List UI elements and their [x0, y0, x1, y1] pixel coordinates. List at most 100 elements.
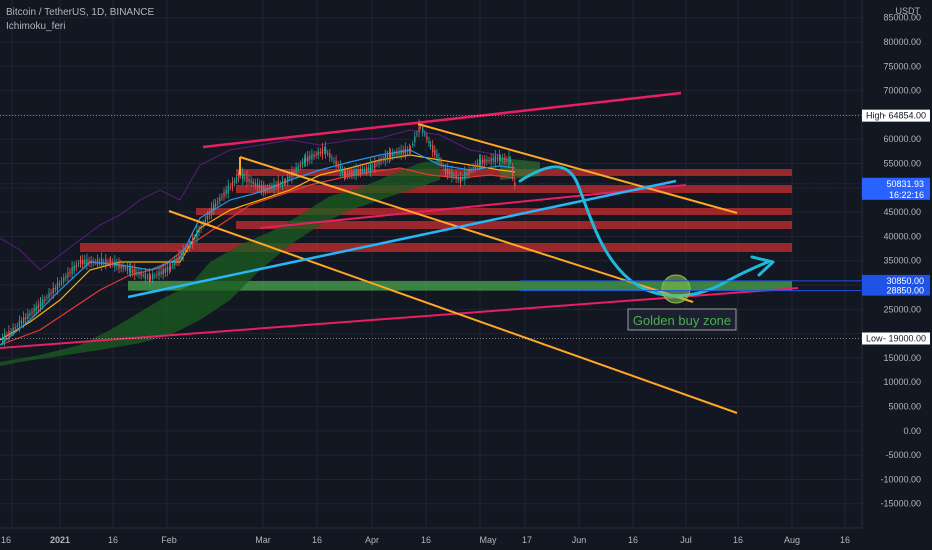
- candle-body: [430, 144, 432, 147]
- price-label-value: 50831.93: [886, 179, 924, 189]
- candle-body: [223, 192, 225, 197]
- candle-body: [275, 184, 277, 187]
- candle-body: [110, 260, 112, 264]
- candle-body: [382, 159, 384, 161]
- candle-body: [96, 259, 99, 265]
- y-tick-label: 25000.00: [883, 304, 921, 314]
- candle-body: [75, 264, 77, 268]
- x-tick-label: 16: [1, 535, 11, 545]
- price-label-name: Low: [866, 334, 883, 344]
- x-tick-label: Jun: [572, 535, 587, 545]
- ichimoku-red-line: [0, 167, 516, 346]
- time-axis: 16 2021 16 Feb Mar 16 Apr 16 May 17 Jun 16 Jul 16 Aug 1…: [0, 527, 862, 550]
- candle-body: [325, 147, 327, 154]
- candle-body: [82, 259, 84, 265]
- annotation-box: [627, 308, 737, 331]
- candle-body: [126, 267, 129, 271]
- candle-body: [496, 157, 499, 160]
- price-label-2: 30850.00: [862, 274, 930, 286]
- candle-body: [478, 159, 481, 166]
- candle-body: [213, 204, 215, 211]
- candle-body: [116, 263, 118, 267]
- candle-body: [442, 165, 444, 167]
- candle-body: [10, 331, 12, 333]
- candle-body: [355, 168, 357, 176]
- candle-body: [412, 144, 414, 146]
- candle-body: [263, 186, 265, 192]
- candle-body: [400, 149, 402, 155]
- y-tick-label: 45000.00: [883, 207, 921, 217]
- candle-body: [176, 259, 178, 262]
- candle-body: [508, 156, 510, 163]
- candle-body: [414, 136, 416, 142]
- candle-body: [37, 304, 39, 309]
- candle-body: [460, 177, 462, 183]
- candle-body: [451, 171, 453, 178]
- candle-body: [204, 219, 206, 223]
- price-label-box: [862, 284, 930, 296]
- candle-body: [231, 182, 234, 187]
- candle-body: [122, 265, 124, 269]
- candle-body: [436, 153, 438, 158]
- candle-body: [301, 161, 304, 165]
- y-tick-label: -15000.00: [880, 499, 921, 509]
- candle-body: [194, 237, 196, 239]
- candle-body: [404, 148, 406, 155]
- candle-body: [69, 272, 71, 274]
- candle-body: [90, 260, 92, 264]
- candle-body: [406, 149, 409, 152]
- candle-body: [124, 267, 126, 269]
- y-tick-label: -5000.00: [885, 450, 921, 460]
- candle-body: [422, 127, 424, 132]
- candle-body: [462, 177, 464, 179]
- candle-body: [512, 168, 514, 176]
- descending-channel-mid: [239, 156, 694, 303]
- candle-body: [470, 170, 472, 172]
- candle-body: [368, 167, 370, 170]
- candle-body: [455, 175, 457, 179]
- candle-body: [486, 159, 488, 162]
- candle-body: [317, 151, 319, 156]
- candle-body: [349, 172, 351, 175]
- candle-body: [319, 151, 321, 154]
- candle-body: [92, 260, 94, 264]
- candle-body: [42, 299, 44, 305]
- price-label-box: [862, 274, 930, 286]
- candle-body: [453, 175, 455, 177]
- symbol-title[interactable]: Bitcoin / TetherUS, 1D, BINANCE: [6, 7, 155, 18]
- y-tick-label: 0.00: [903, 426, 921, 436]
- candle-body: [152, 274, 154, 280]
- candle-body: [424, 133, 426, 135]
- y-tick-label: 70000.00: [883, 86, 921, 96]
- y-tick-label: 55000.00: [883, 159, 921, 169]
- candle-body: [492, 157, 494, 161]
- candle-body: [434, 149, 436, 155]
- candle-body: [14, 327, 16, 329]
- candle-body: [440, 161, 442, 165]
- price-label-3: 28850.00: [862, 284, 930, 296]
- candle-body: [248, 178, 250, 182]
- candle-body: [35, 306, 37, 311]
- descending-resistance-line: [417, 123, 738, 214]
- candle-body: [63, 277, 65, 282]
- price-axis: USDT90000.0085000.0080000.0075000.007000…: [861, 0, 932, 550]
- candle-body: [2, 337, 4, 342]
- y-tick-label: -10000.00: [880, 474, 921, 484]
- time-axis-bg: [0, 528, 862, 550]
- candle-body: [271, 186, 273, 189]
- candle-body: [323, 149, 326, 152]
- candle-body: [303, 159, 306, 163]
- candle-body: [267, 187, 269, 191]
- candle-body: [482, 159, 484, 164]
- x-tick-label: Mar: [255, 535, 271, 545]
- candle-body: [331, 157, 333, 159]
- candle-body: [132, 269, 134, 273]
- candle-body: [510, 160, 512, 162]
- candle-body: [80, 260, 82, 264]
- resistance-zone-3: [236, 221, 792, 229]
- candle-body: [162, 268, 164, 275]
- indicator-label[interactable]: Ichimoku_feri: [6, 21, 66, 32]
- price-label-value: 30850.00: [886, 276, 924, 286]
